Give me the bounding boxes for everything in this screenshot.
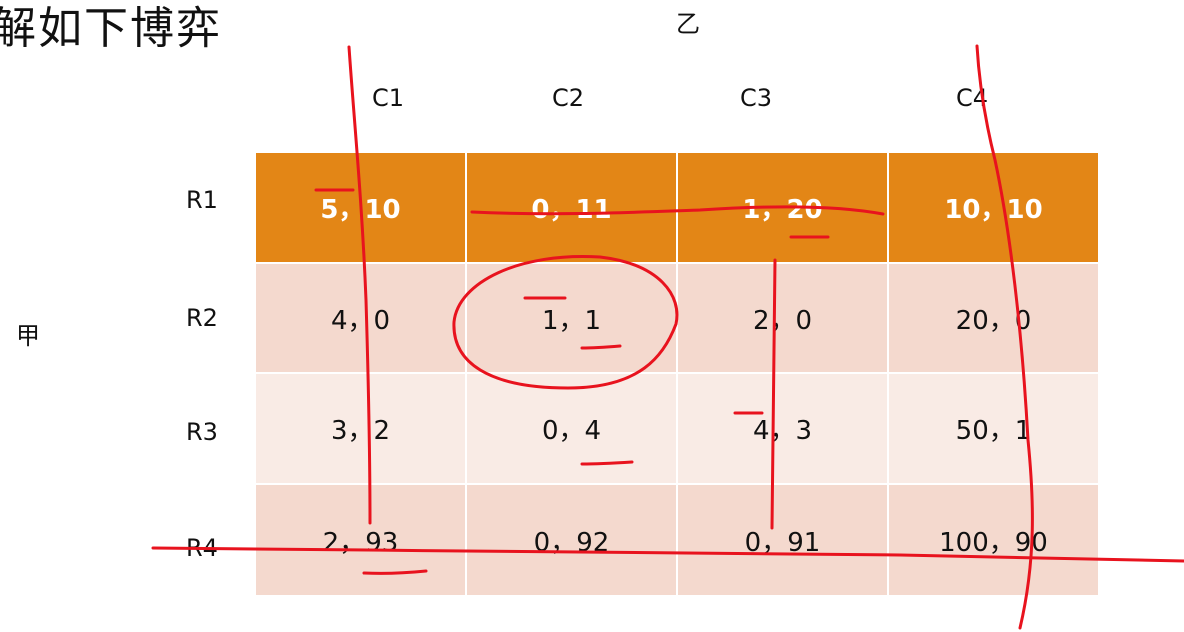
player-row-label: 甲 [16,322,40,350]
player-column-label: 乙 [676,10,700,38]
payoff-cell-r1-c4: 10，10 [889,153,1098,262]
payoff-cell-r1-c3: 1，20 [678,153,887,262]
payoff-cell-r1-c2: 0，11 [467,153,676,262]
payoff-cell-r3-c2: 0，4 [467,374,676,483]
row-header-r3: R3 [186,418,218,446]
page-title: 解如下博弈 [0,3,222,54]
payoff-cell-r2-c3: 2，0 [678,264,887,372]
payoff-cell-r4-c4: 100，90 [889,485,1098,595]
payoff-cell-r3-c3: 4，3 [678,374,887,483]
column-header-c4: C4 [955,84,989,112]
payoff-matrix: 5，10 0，11 1，20 10，10 4，0 1，1 2，0 20，0 3，… [256,153,1098,595]
payoff-cell-r2-c4: 20，0 [889,264,1098,372]
payoff-cell-r1-c1: 5，10 [256,153,465,262]
row-header-r1: R1 [186,186,218,214]
payoff-cell-r3-c4: 50，1 [889,374,1098,483]
column-header-c1: C1 [371,84,405,112]
payoff-cell-r2-c2: 1，1 [467,264,676,372]
row-header-r2: R2 [186,304,218,332]
column-header-c2: C2 [551,84,585,112]
column-header-c3: C3 [739,84,773,112]
payoff-cell-r3-c1: 3，2 [256,374,465,483]
payoff-cell-r4-c3: 0，91 [678,485,887,595]
payoff-cell-r4-c1: 2，93 [256,485,465,595]
row-header-r4: R4 [186,534,218,562]
payoff-cell-r2-c1: 4，0 [256,264,465,372]
payoff-cell-r4-c2: 0，92 [467,485,676,595]
